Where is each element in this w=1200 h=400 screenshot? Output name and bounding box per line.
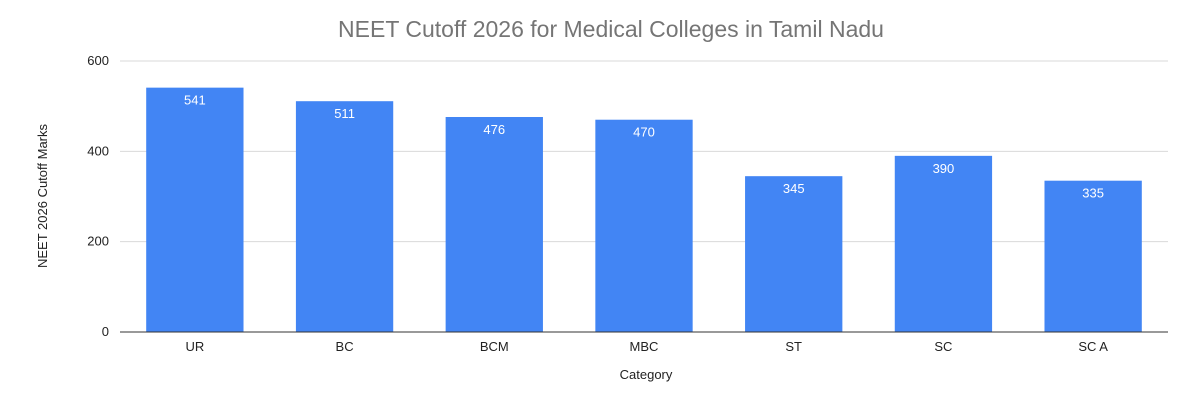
x-axis-title: Category <box>620 367 673 382</box>
x-tick-label: SC A <box>1078 339 1108 354</box>
bar-bcm <box>445 117 543 332</box>
bar-value-label: 345 <box>783 181 805 196</box>
bar-value-label: 470 <box>633 125 655 140</box>
y-tick-label: 200 <box>87 234 109 249</box>
y-axis-title: NEET 2026 Cutoff Marks <box>35 123 50 268</box>
bar-value-label: 335 <box>1082 186 1104 201</box>
bar-labels: 541 511 476 470 345 390 335 <box>184 93 1104 201</box>
bar-sc <box>894 155 993 332</box>
x-tick-label: SC <box>934 339 952 354</box>
x-tick-label: MBC <box>630 339 659 354</box>
bar-value-label: 541 <box>184 93 206 108</box>
bar-value-label: 390 <box>933 161 955 176</box>
y-tick-label: 600 <box>87 53 109 68</box>
chart-title: NEET Cutoff 2026 for Medical Colleges in… <box>338 16 884 42</box>
bar-value-label: 476 <box>483 122 505 137</box>
bar-st <box>745 176 843 332</box>
bar-sc-a <box>1044 180 1142 332</box>
bar-ur <box>146 87 244 332</box>
bar-value-label: 511 <box>334 106 355 121</box>
x-tick-label: BC <box>336 339 354 354</box>
x-tick-label: BCM <box>480 339 509 354</box>
x-axis-ticks: UR BC BCM MBC ST SC SC A <box>185 339 1108 354</box>
y-axis-ticks: 0 200 400 600 <box>87 53 109 339</box>
bars <box>146 87 1142 332</box>
x-tick-label: UR <box>185 339 204 354</box>
bar-bc <box>295 101 394 332</box>
x-tick-label: ST <box>785 339 802 354</box>
bar-mbc <box>595 119 693 332</box>
y-tick-label: 0 <box>102 324 109 339</box>
y-tick-label: 400 <box>87 143 109 158</box>
